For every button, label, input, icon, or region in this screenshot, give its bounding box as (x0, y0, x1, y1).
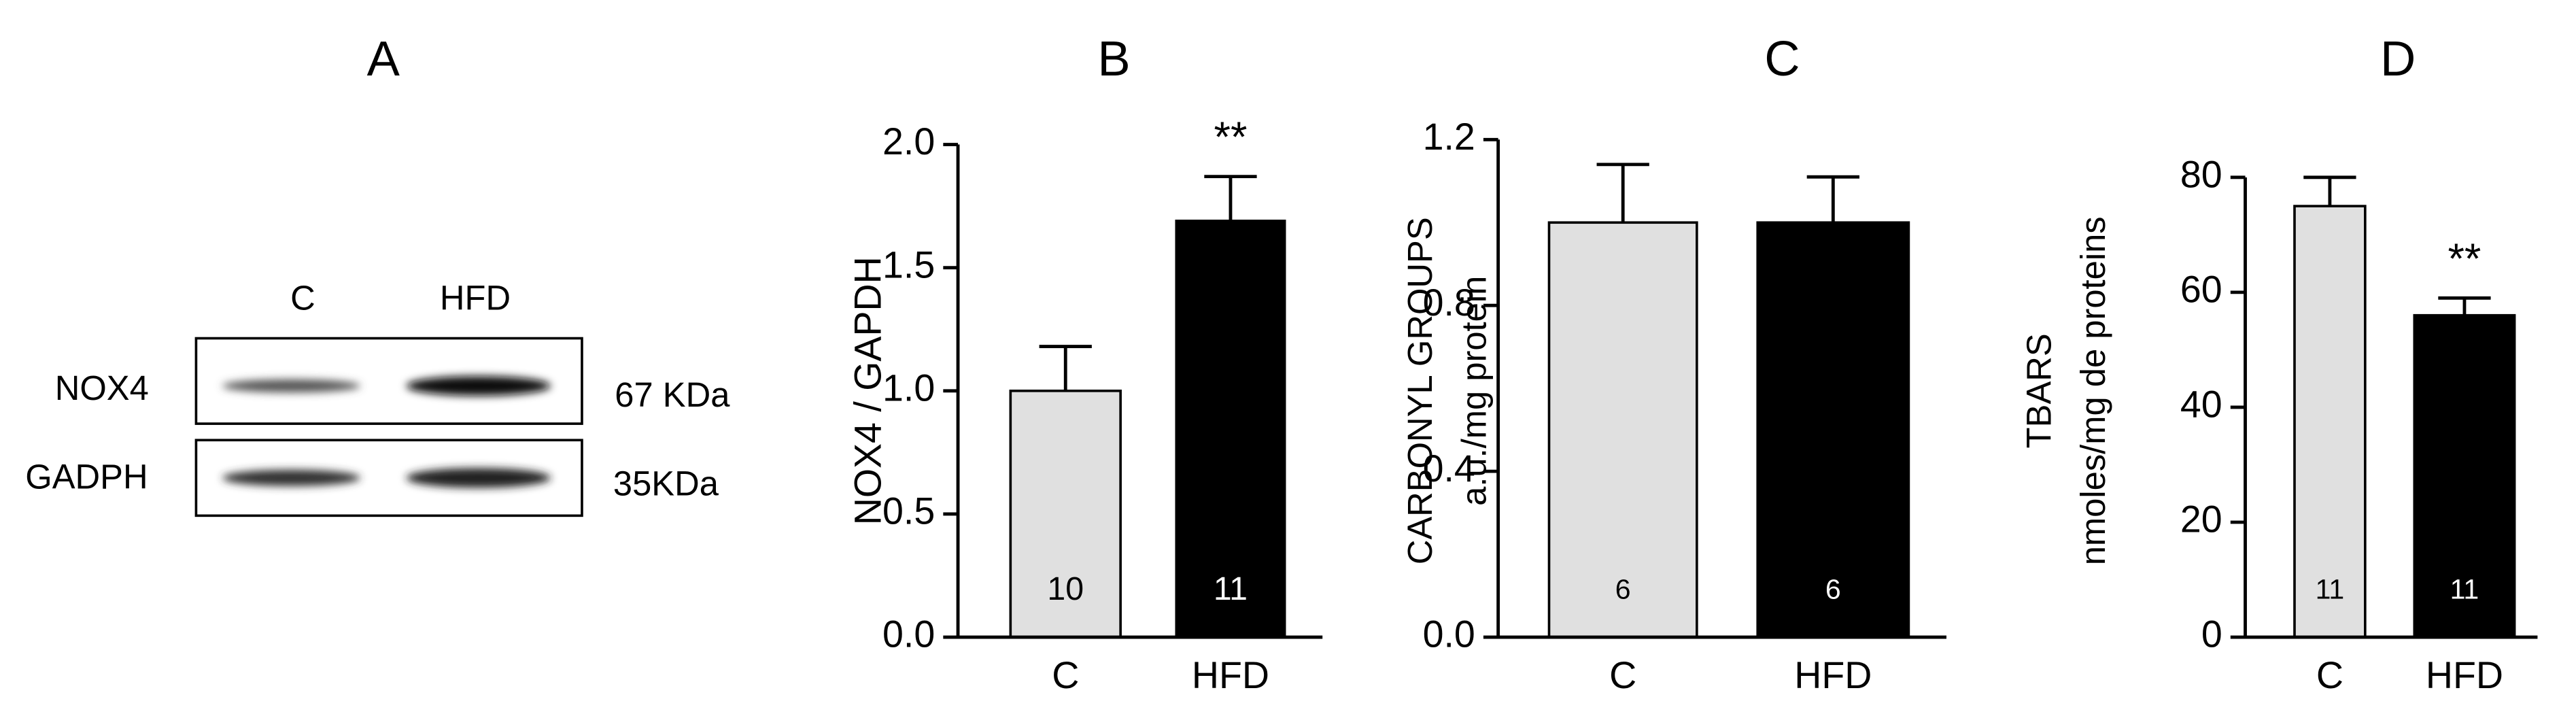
n-label: 10 (1047, 570, 1084, 607)
y-tick-label: 80 (2180, 154, 2222, 196)
y-axis-label: TBARS (2019, 333, 2058, 448)
y-axis-label: NOX4 / GAPDH (847, 256, 889, 525)
size-label: 67 KDa (615, 375, 730, 414)
band (222, 379, 360, 393)
significance: ** (1214, 114, 1248, 161)
band (222, 469, 360, 486)
panel-title: B (1097, 31, 1130, 86)
n-label: 6 (1615, 573, 1631, 604)
x-tick-label: C (2316, 654, 2343, 696)
y-tick-label: 60 (2180, 269, 2222, 311)
bar (1547, 221, 1698, 638)
row-label: NOX4 (55, 369, 149, 407)
x-tick-label: HFD (1794, 654, 1872, 696)
band (406, 468, 551, 488)
x-tick-label: C (1609, 654, 1636, 696)
n-label: 6 (1825, 573, 1841, 604)
y-tick-label: 1.2 (1423, 116, 1475, 158)
y-tick-label: 0.8 (1423, 282, 1475, 324)
row-label: GADPH (25, 458, 148, 496)
panel-title: C (1764, 31, 1800, 86)
y-tick-label: 0.5 (882, 490, 935, 532)
x-tick-label: C (1052, 654, 1079, 696)
significance: ** (2448, 235, 2481, 283)
x-tick-label: HFD (2426, 654, 2503, 696)
y-tick-label: 2.0 (882, 120, 935, 163)
y-tick-label: 40 (2180, 383, 2222, 426)
western-blot: A C HFD NOX4 GADPH 67 KDa 35KDa (25, 31, 730, 517)
y-axis-label: nmoles/mg de proteins (2074, 216, 2112, 565)
bar (1175, 220, 1286, 638)
y-tick-label: 1.5 (882, 243, 935, 286)
bar (1756, 221, 1910, 638)
band (406, 376, 551, 396)
y-tick-label: 20 (2180, 498, 2222, 541)
x-tick-label: HFD (1192, 654, 1269, 696)
bar (2293, 205, 2367, 638)
n-label: 11 (2316, 573, 2345, 604)
n-label: 11 (2450, 573, 2479, 604)
bar (2413, 313, 2516, 638)
y-tick-label: 0 (2201, 613, 2222, 655)
size-label: 35KDa (613, 464, 719, 502)
panel-title: D (2380, 31, 2416, 86)
panel-title: A (367, 31, 400, 86)
lane-label: C (290, 278, 315, 317)
y-axis-label: a.u./mg protein (1455, 276, 1494, 506)
lane-label: HFD (440, 278, 511, 317)
y-tick-label: 0.0 (882, 613, 935, 655)
n-label: 11 (1214, 570, 1248, 607)
y-tick-label: 0.0 (1423, 613, 1475, 655)
y-tick-label: 1.0 (882, 366, 935, 409)
y-tick-label: 0.4 (1423, 447, 1475, 490)
y-axis-label: CARBONYL GROUPS (1401, 217, 1439, 564)
